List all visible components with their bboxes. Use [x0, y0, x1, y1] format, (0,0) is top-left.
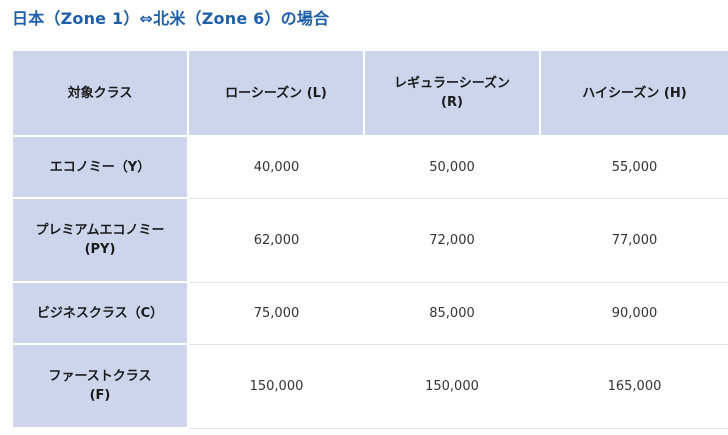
table-row: プレミアムエコノミー (PY) 62,000 72,000 77,000: [11, 197, 728, 283]
cell-high-season: 55,000: [540, 135, 728, 199]
row-class-text: ビジネスクラス（C）: [36, 305, 164, 321]
table-row: ファーストクラス (F) 150,000 150,000 165,000: [11, 343, 728, 429]
cell-high-season: 90,000: [540, 281, 728, 345]
cell-low-season: 75,000: [188, 281, 364, 345]
row-class-label: プレミアムエコノミー (PY): [11, 197, 189, 283]
table-row: ビジネスクラス（C） 75,000 85,000 90,000: [11, 281, 728, 345]
cell-high-season: 165,000: [540, 343, 728, 429]
cell-regular-season: 50,000: [364, 135, 540, 199]
header-regular-season: レギュラーシーズン (R): [363, 49, 541, 137]
mileage-table: 対象クラス ローシーズン (L) レギュラーシーズン (R) ハイシーズン (H)…: [11, 49, 728, 429]
row-class-text: ファーストクラス (F): [48, 369, 152, 403]
cell-low-season: 150,000: [188, 343, 364, 429]
cell-regular-season: 150,000: [364, 343, 540, 429]
header-low-season-label: ローシーズン (L): [225, 85, 327, 101]
header-regular-season-label: レギュラーシーズン (R): [393, 76, 511, 110]
row-class-label: ビジネスクラス（C）: [11, 281, 189, 345]
header-class: 対象クラス: [11, 49, 189, 137]
table-row: エコノミー（Y） 40,000 50,000 55,000: [11, 135, 728, 199]
section-title: 日本（Zone 1）⇔北米（Zone 6）の場合: [12, 9, 330, 28]
row-class-label: ファーストクラス (F): [11, 343, 189, 429]
row-class-label: エコノミー（Y）: [11, 135, 189, 199]
header-high-season: ハイシーズン (H): [539, 49, 728, 137]
header-low-season: ローシーズン (L): [187, 49, 365, 137]
header-high-season-label: ハイシーズン (H): [582, 85, 687, 101]
cell-high-season: 77,000: [540, 197, 728, 283]
header-class-label: 対象クラス: [67, 85, 133, 101]
row-class-text: エコノミー（Y）: [49, 159, 151, 175]
table-header-row: 対象クラス ローシーズン (L) レギュラーシーズン (R) ハイシーズン (H): [11, 49, 728, 137]
cell-regular-season: 72,000: [364, 197, 540, 283]
cell-regular-season: 85,000: [364, 281, 540, 345]
row-class-text: プレミアムエコノミー (PY): [35, 223, 165, 257]
cell-low-season: 62,000: [188, 197, 364, 283]
cell-low-season: 40,000: [188, 135, 364, 199]
